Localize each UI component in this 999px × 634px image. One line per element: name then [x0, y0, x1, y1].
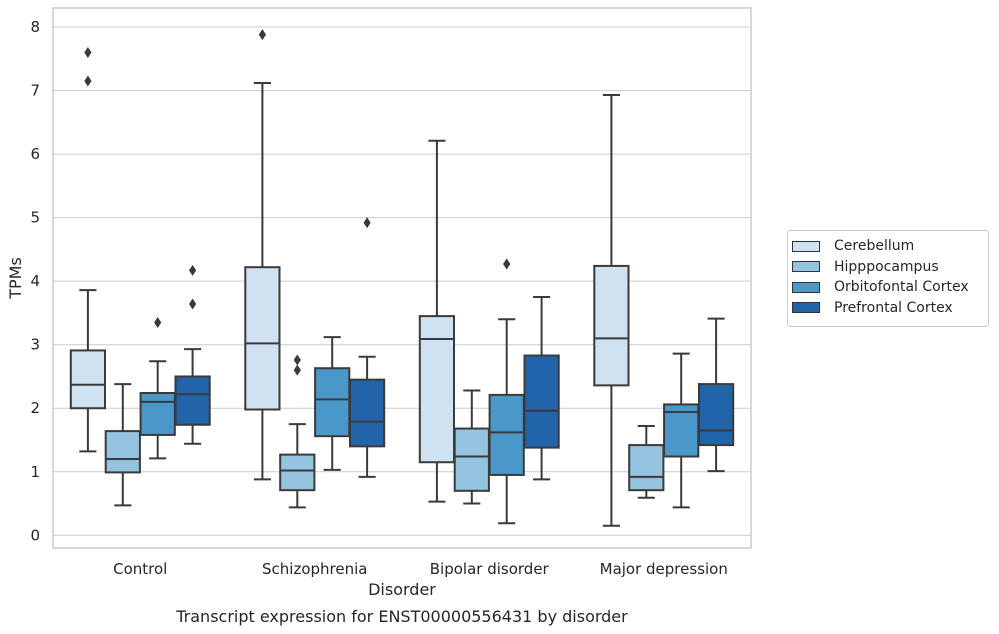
- box-0-0: [69, 46, 107, 453]
- box-3-0: [174, 264, 211, 445]
- y-tick-label: 4: [30, 272, 40, 290]
- legend-item-prefrontal-cortex: Prefrontal Cortex: [792, 298, 988, 319]
- legend-swatch-hippocampus: [792, 261, 820, 273]
- legend-label: Orbitofontal Cortex: [834, 279, 969, 296]
- box-body: [279, 453, 316, 492]
- box-2-1: [314, 336, 351, 471]
- box-body: [418, 315, 456, 464]
- box-body: [314, 367, 351, 438]
- legend-item-orbitofrontal-cortex: Orbitofontal Cortex: [792, 277, 988, 298]
- legend-label: Cerebellum: [834, 238, 915, 255]
- box-body: [348, 378, 386, 448]
- box-body: [628, 444, 665, 492]
- outlier-marker: [503, 258, 511, 270]
- x-tick-label: Control: [113, 560, 167, 578]
- box-body: [139, 391, 176, 436]
- box-body: [697, 383, 735, 447]
- y-axis-label: TPMs: [6, 257, 25, 300]
- box-body: [453, 427, 490, 492]
- box-body: [69, 349, 107, 410]
- box-3-3: [697, 317, 735, 473]
- outlier-marker: [363, 217, 371, 229]
- y-tick-label: 8: [30, 18, 40, 36]
- chart-caption: Transcript expression for ENST0000055643…: [176, 607, 628, 626]
- box-2-0: [139, 316, 176, 460]
- legend-swatch-orbitofrontal-cortex: [792, 281, 820, 293]
- box-1-2: [453, 389, 490, 505]
- box-body: [523, 354, 560, 449]
- legend-swatch-cerebellum: [792, 240, 820, 252]
- legend-label: Hipppocampus: [834, 258, 939, 275]
- y-tick-label: 1: [30, 463, 40, 481]
- y-tick-label: 3: [30, 336, 40, 354]
- outlier-marker: [258, 29, 266, 41]
- y-tick-label: 6: [30, 145, 40, 163]
- outlier-marker: [84, 46, 92, 58]
- outlier-marker: [189, 298, 197, 310]
- x-tick-label: Bipolar disorder: [430, 560, 550, 578]
- y-tick-label: 2: [30, 399, 40, 417]
- box-body: [174, 375, 211, 426]
- box-1-0: [104, 383, 141, 507]
- box-body: [104, 430, 141, 474]
- box-body: [244, 266, 281, 411]
- box-3-1: [348, 217, 386, 478]
- box-3-2: [523, 296, 560, 481]
- outlier-marker: [189, 264, 197, 276]
- x-tick-label: Schizophrenia: [262, 560, 367, 578]
- x-tick-label: Major depression: [600, 560, 728, 578]
- legend-item-cerebellum: Cerebellum: [792, 236, 988, 257]
- legend-label: Prefrontal Cortex: [834, 299, 953, 316]
- outlier-marker: [293, 364, 301, 376]
- legend-item-hippocampus: Hipppocampus: [792, 257, 988, 278]
- outlier-marker: [154, 316, 162, 328]
- plot-frame: [52, 7, 752, 549]
- box-2-2: [488, 258, 525, 525]
- y-tick-label: 5: [30, 209, 40, 227]
- box-0-2: [418, 139, 456, 503]
- x-axis-label: Disorder: [368, 580, 436, 599]
- y-tick-label: 7: [30, 82, 40, 100]
- chart-legend: Cerebellum Hipppocampus Orbitofontal Cor…: [787, 230, 989, 327]
- box-body: [593, 264, 630, 387]
- box-0-1: [244, 29, 281, 481]
- outlier-marker: [293, 354, 301, 366]
- box-1-3: [628, 425, 665, 499]
- box-1-1: [279, 354, 316, 509]
- outlier-marker: [84, 75, 92, 87]
- box-2-3: [663, 352, 700, 509]
- box-0-3: [593, 94, 630, 527]
- y-tick-label: 0: [30, 526, 40, 544]
- box-body: [488, 393, 525, 476]
- legend-swatch-prefrontal-cortex: [792, 302, 820, 314]
- box-body: [663, 403, 700, 458]
